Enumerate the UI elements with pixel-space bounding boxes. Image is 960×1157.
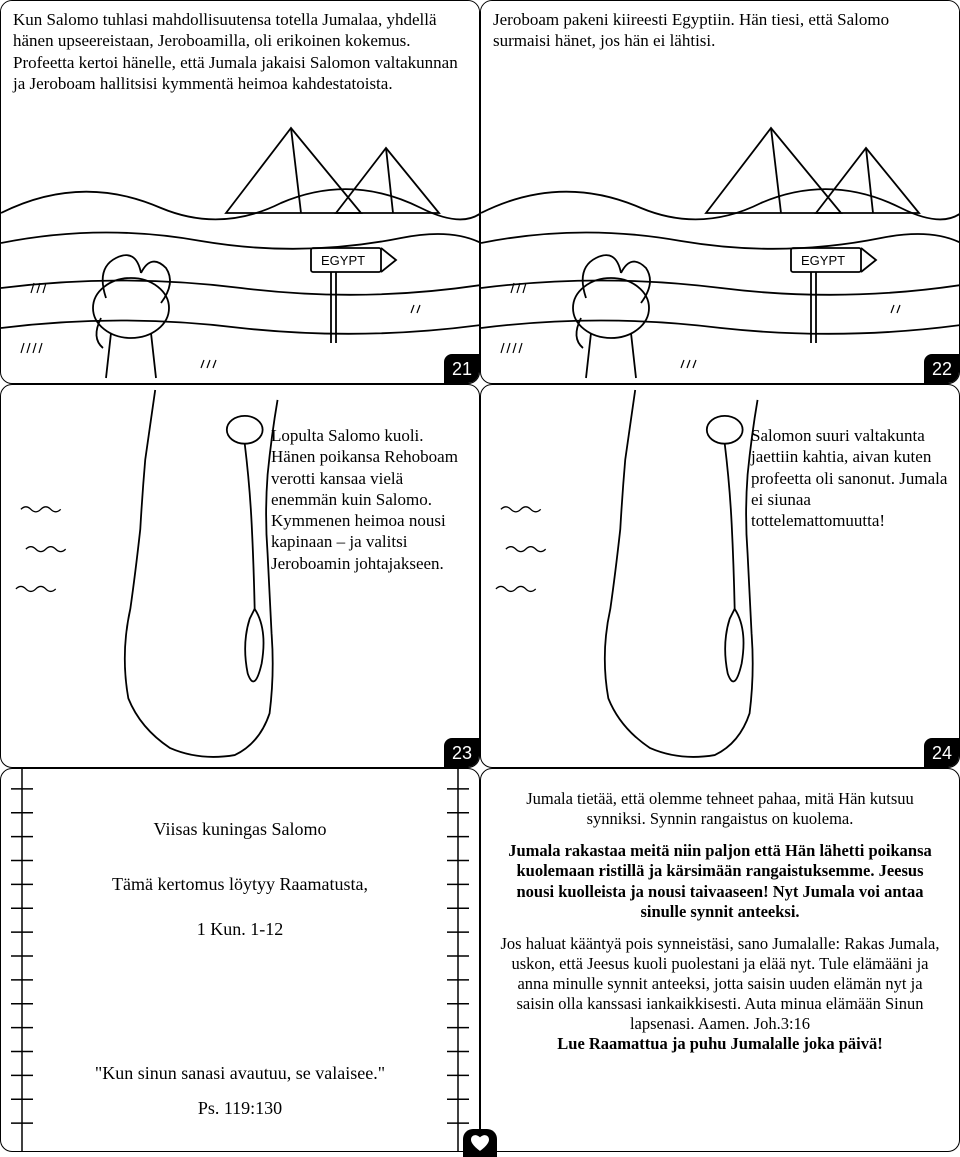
page-number-22: 22 — [924, 354, 960, 384]
story-subtitle: Tämä kertomus löytyy Raamatusta, — [112, 872, 368, 897]
page-number-23: 23 — [444, 738, 480, 768]
scripture-quote-ref: Ps. 119:130 — [95, 1096, 385, 1121]
scripture-quote: "Kun sinun sanasi avautuu, se valaisee." — [95, 1061, 385, 1086]
gospel-para-4: Lue Raamattua ja puhu Jumalalle joka päi… — [557, 1034, 882, 1053]
panel-23: Lopulta Salomo kuoli. Hänen poikansa Reh… — [0, 384, 480, 768]
panel-24-text: Salomon suuri valtakunta jaettiin kahtia… — [751, 425, 949, 531]
heart-icon — [471, 1135, 489, 1151]
page-number-21: 21 — [444, 354, 480, 384]
page-number-24: 24 — [924, 738, 960, 768]
map-illustration-2 — [481, 385, 761, 767]
gospel-para-1: Jumala tietää, että olemme tehneet pahaa… — [499, 789, 941, 829]
bible-reference: 1 Kun. 1-12 — [112, 917, 368, 942]
panel-25-scroll: Viisas kuningas Salomo Tämä kertomus löy… — [0, 768, 480, 1152]
svg-text:EGYPT: EGYPT — [321, 253, 365, 268]
heart-badge — [463, 1129, 497, 1157]
svg-text:EGYPT: EGYPT — [801, 253, 845, 268]
panel-24: Salomon suuri valtakunta jaettiin kahtia… — [480, 384, 960, 768]
scroll-edge-right — [443, 769, 473, 1151]
map-illustration — [1, 385, 281, 767]
gospel-para-3a: Jos haluat kääntyä pois synneistäsi, san… — [500, 934, 840, 953]
story-title: Viisas kuningas Salomo — [112, 817, 368, 842]
panel-21: Kun Salomo tuhlasi mahdollisuutensa tote… — [0, 0, 480, 384]
gospel-para-3f: Joh.3:16 — [754, 1014, 810, 1033]
scroll-edge-left — [7, 769, 37, 1151]
panel-23-text: Lopulta Salomo kuoli. Hänen poikansa Reh… — [271, 425, 469, 574]
gospel-para-3e: Aamen. — [698, 1014, 750, 1033]
pyramid-illustration: EGYPT — [1, 113, 480, 383]
panel-21-text: Kun Salomo tuhlasi mahdollisuutensa tote… — [1, 1, 479, 98]
panel-22-text: Jeroboam pakeni kiireesti Egyptiin. Hän … — [481, 1, 959, 56]
gospel-para-2a: Jumala rakastaa meitä niin paljon että H… — [508, 841, 932, 880]
pyramid-illustration-2: EGYPT — [481, 113, 960, 383]
panel-22: Jeroboam pakeni kiireesti Egyptiin. Hän … — [480, 0, 960, 384]
panel-26-gospel: Jumala tietää, että olemme tehneet pahaa… — [480, 768, 960, 1152]
